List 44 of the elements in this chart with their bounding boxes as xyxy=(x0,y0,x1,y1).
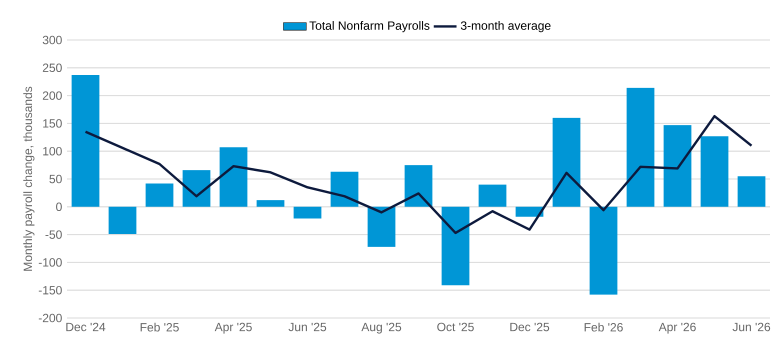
x-tick-label: Aug '25 xyxy=(361,322,402,334)
x-tick-label: Oct '25 xyxy=(437,322,474,332)
bar xyxy=(700,136,728,207)
y-tick-label: -150 xyxy=(38,286,62,294)
bar xyxy=(590,206,618,295)
bar xyxy=(442,206,470,286)
legend-label: 3-month average xyxy=(460,21,551,32)
x-tick-label: Dec '24 xyxy=(66,322,106,332)
x-tick-label: Apr '25 xyxy=(214,322,252,334)
y-tick-label: -50 xyxy=(45,230,62,239)
bar xyxy=(626,88,654,207)
x-tick-label: Dec '25 xyxy=(510,322,550,332)
bar xyxy=(256,200,284,207)
y-axis-title: Monthly payroll change, thousands xyxy=(23,86,34,271)
bar xyxy=(72,75,100,207)
y-tick-label: 100 xyxy=(43,146,62,156)
y-tick-label: 300 xyxy=(42,36,62,44)
y-tick-label: 250 xyxy=(42,64,62,72)
y-tick-label: -100 xyxy=(38,258,62,267)
line-series xyxy=(84,114,753,234)
x-tick-label: Apr '26 xyxy=(658,322,696,334)
x-tick-label: Jun '25 xyxy=(288,322,326,332)
y-tick-label: 150 xyxy=(43,119,62,128)
bar xyxy=(664,125,692,207)
bar xyxy=(330,172,358,207)
bar xyxy=(294,206,322,218)
bar xyxy=(108,206,136,234)
y-tick-label: 0 xyxy=(56,202,62,212)
bar xyxy=(478,184,506,207)
bar xyxy=(738,176,766,207)
bar xyxy=(552,118,580,207)
bar xyxy=(146,183,174,207)
y-tick-label: 200 xyxy=(42,91,62,100)
x-tick-label: Feb '25 xyxy=(140,322,179,332)
x-tick-label: Jun '26 xyxy=(732,322,770,332)
legend-label: Total Nonfarm Payrolls xyxy=(309,21,430,32)
bar xyxy=(404,165,432,207)
y-tick-label: 50 xyxy=(49,174,62,184)
bar xyxy=(220,147,248,207)
bar xyxy=(516,206,544,217)
y-tick-label: -200 xyxy=(38,314,62,322)
bar xyxy=(368,206,396,247)
bar xyxy=(182,170,210,207)
x-tick-label: Feb '26 xyxy=(584,322,623,332)
